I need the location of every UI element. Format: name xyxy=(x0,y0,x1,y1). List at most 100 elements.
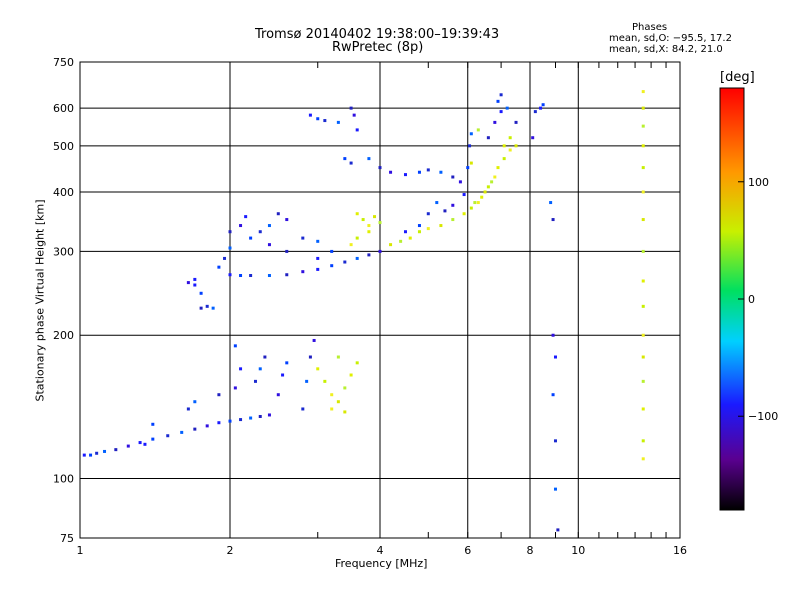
data-point xyxy=(276,212,280,216)
data-point xyxy=(469,132,473,136)
data-point xyxy=(403,173,407,177)
data-point xyxy=(305,379,309,383)
chart-title: Tromsø 20140402 19:38:00–19:39:43 xyxy=(255,27,500,42)
data-point xyxy=(367,224,371,228)
data-point xyxy=(417,170,421,174)
colorbar-tick-label: 100 xyxy=(748,176,769,189)
data-point xyxy=(89,453,93,457)
data-point xyxy=(553,439,557,443)
data-point xyxy=(103,449,107,453)
data-point xyxy=(486,136,490,140)
data-point xyxy=(355,212,359,216)
x-tick-label: 4 xyxy=(377,544,384,557)
data-point xyxy=(316,239,320,243)
data-point xyxy=(258,414,262,418)
y-tick-label: 75 xyxy=(60,532,74,545)
data-point xyxy=(399,239,403,243)
data-point xyxy=(508,136,512,140)
x-tick-label: 2 xyxy=(227,544,234,557)
data-point xyxy=(641,279,645,283)
data-point xyxy=(343,386,347,390)
data-point xyxy=(323,119,327,123)
data-point xyxy=(443,209,447,213)
data-point xyxy=(180,430,184,434)
data-point xyxy=(451,203,455,207)
data-point xyxy=(258,367,262,371)
data-point xyxy=(323,379,327,383)
data-point xyxy=(249,416,253,420)
data-point xyxy=(641,190,645,194)
data-point xyxy=(285,273,289,277)
data-point xyxy=(641,355,645,359)
data-point xyxy=(417,224,421,228)
data-point xyxy=(244,215,248,219)
x-tick-label: 10 xyxy=(571,544,585,557)
data-point xyxy=(312,338,316,342)
data-point xyxy=(205,304,209,308)
data-point xyxy=(330,264,334,268)
data-point xyxy=(378,249,382,253)
data-point xyxy=(211,306,215,310)
data-point xyxy=(330,249,334,253)
data-point xyxy=(480,195,484,199)
data-point xyxy=(267,274,271,278)
data-point xyxy=(308,113,312,117)
data-point xyxy=(541,103,545,107)
data-point xyxy=(458,180,462,184)
data-point xyxy=(228,230,232,234)
data-point xyxy=(217,265,221,269)
data-point xyxy=(267,224,271,228)
data-point xyxy=(316,256,320,260)
data-point xyxy=(473,201,477,205)
data-point xyxy=(553,355,557,359)
data-point xyxy=(493,120,497,124)
data-point xyxy=(249,236,253,240)
data-point xyxy=(239,418,243,422)
data-point xyxy=(493,175,497,179)
data-point xyxy=(228,273,232,277)
data-point xyxy=(508,148,512,152)
phase-stats-line-o: mean, sd,O: −95.5, 17.2 xyxy=(609,33,732,44)
data-point xyxy=(641,90,645,94)
data-point xyxy=(486,185,490,189)
data-point xyxy=(267,413,271,417)
data-point xyxy=(553,487,557,491)
data-point xyxy=(223,256,227,260)
x-tick-label: 8 xyxy=(527,544,534,557)
data-point xyxy=(343,410,347,414)
data-point xyxy=(641,166,645,170)
data-point xyxy=(641,439,645,443)
y-tick-label: 100 xyxy=(53,473,74,486)
colorbar-tick-label: −100 xyxy=(748,410,778,423)
data-point xyxy=(151,422,155,426)
chart-subtitle: RwPretec (8p) xyxy=(332,40,424,55)
data-point xyxy=(451,218,455,222)
data-point xyxy=(367,157,371,161)
data-point xyxy=(316,367,320,371)
data-point xyxy=(253,379,257,383)
data-point xyxy=(531,136,535,140)
data-point xyxy=(276,393,280,397)
data-point xyxy=(426,227,430,231)
data-point xyxy=(389,243,393,247)
data-point xyxy=(301,270,305,274)
data-point xyxy=(551,218,555,222)
x-axis-label: Frequency [MHz] xyxy=(335,557,428,570)
data-point xyxy=(239,274,243,278)
data-point xyxy=(426,212,430,216)
data-point xyxy=(352,113,356,117)
data-point xyxy=(330,407,334,411)
data-point xyxy=(143,442,147,446)
data-point xyxy=(349,106,353,110)
data-point xyxy=(361,218,365,222)
data-point xyxy=(468,144,472,148)
y-tick-label: 400 xyxy=(53,186,74,199)
data-point xyxy=(417,230,421,234)
data-point xyxy=(641,407,645,411)
data-point xyxy=(469,206,473,210)
data-point xyxy=(378,221,382,225)
data-point xyxy=(301,407,305,411)
colorbar-unit-label: [deg] xyxy=(720,70,755,85)
data-point xyxy=(367,253,371,257)
data-point xyxy=(316,117,320,121)
